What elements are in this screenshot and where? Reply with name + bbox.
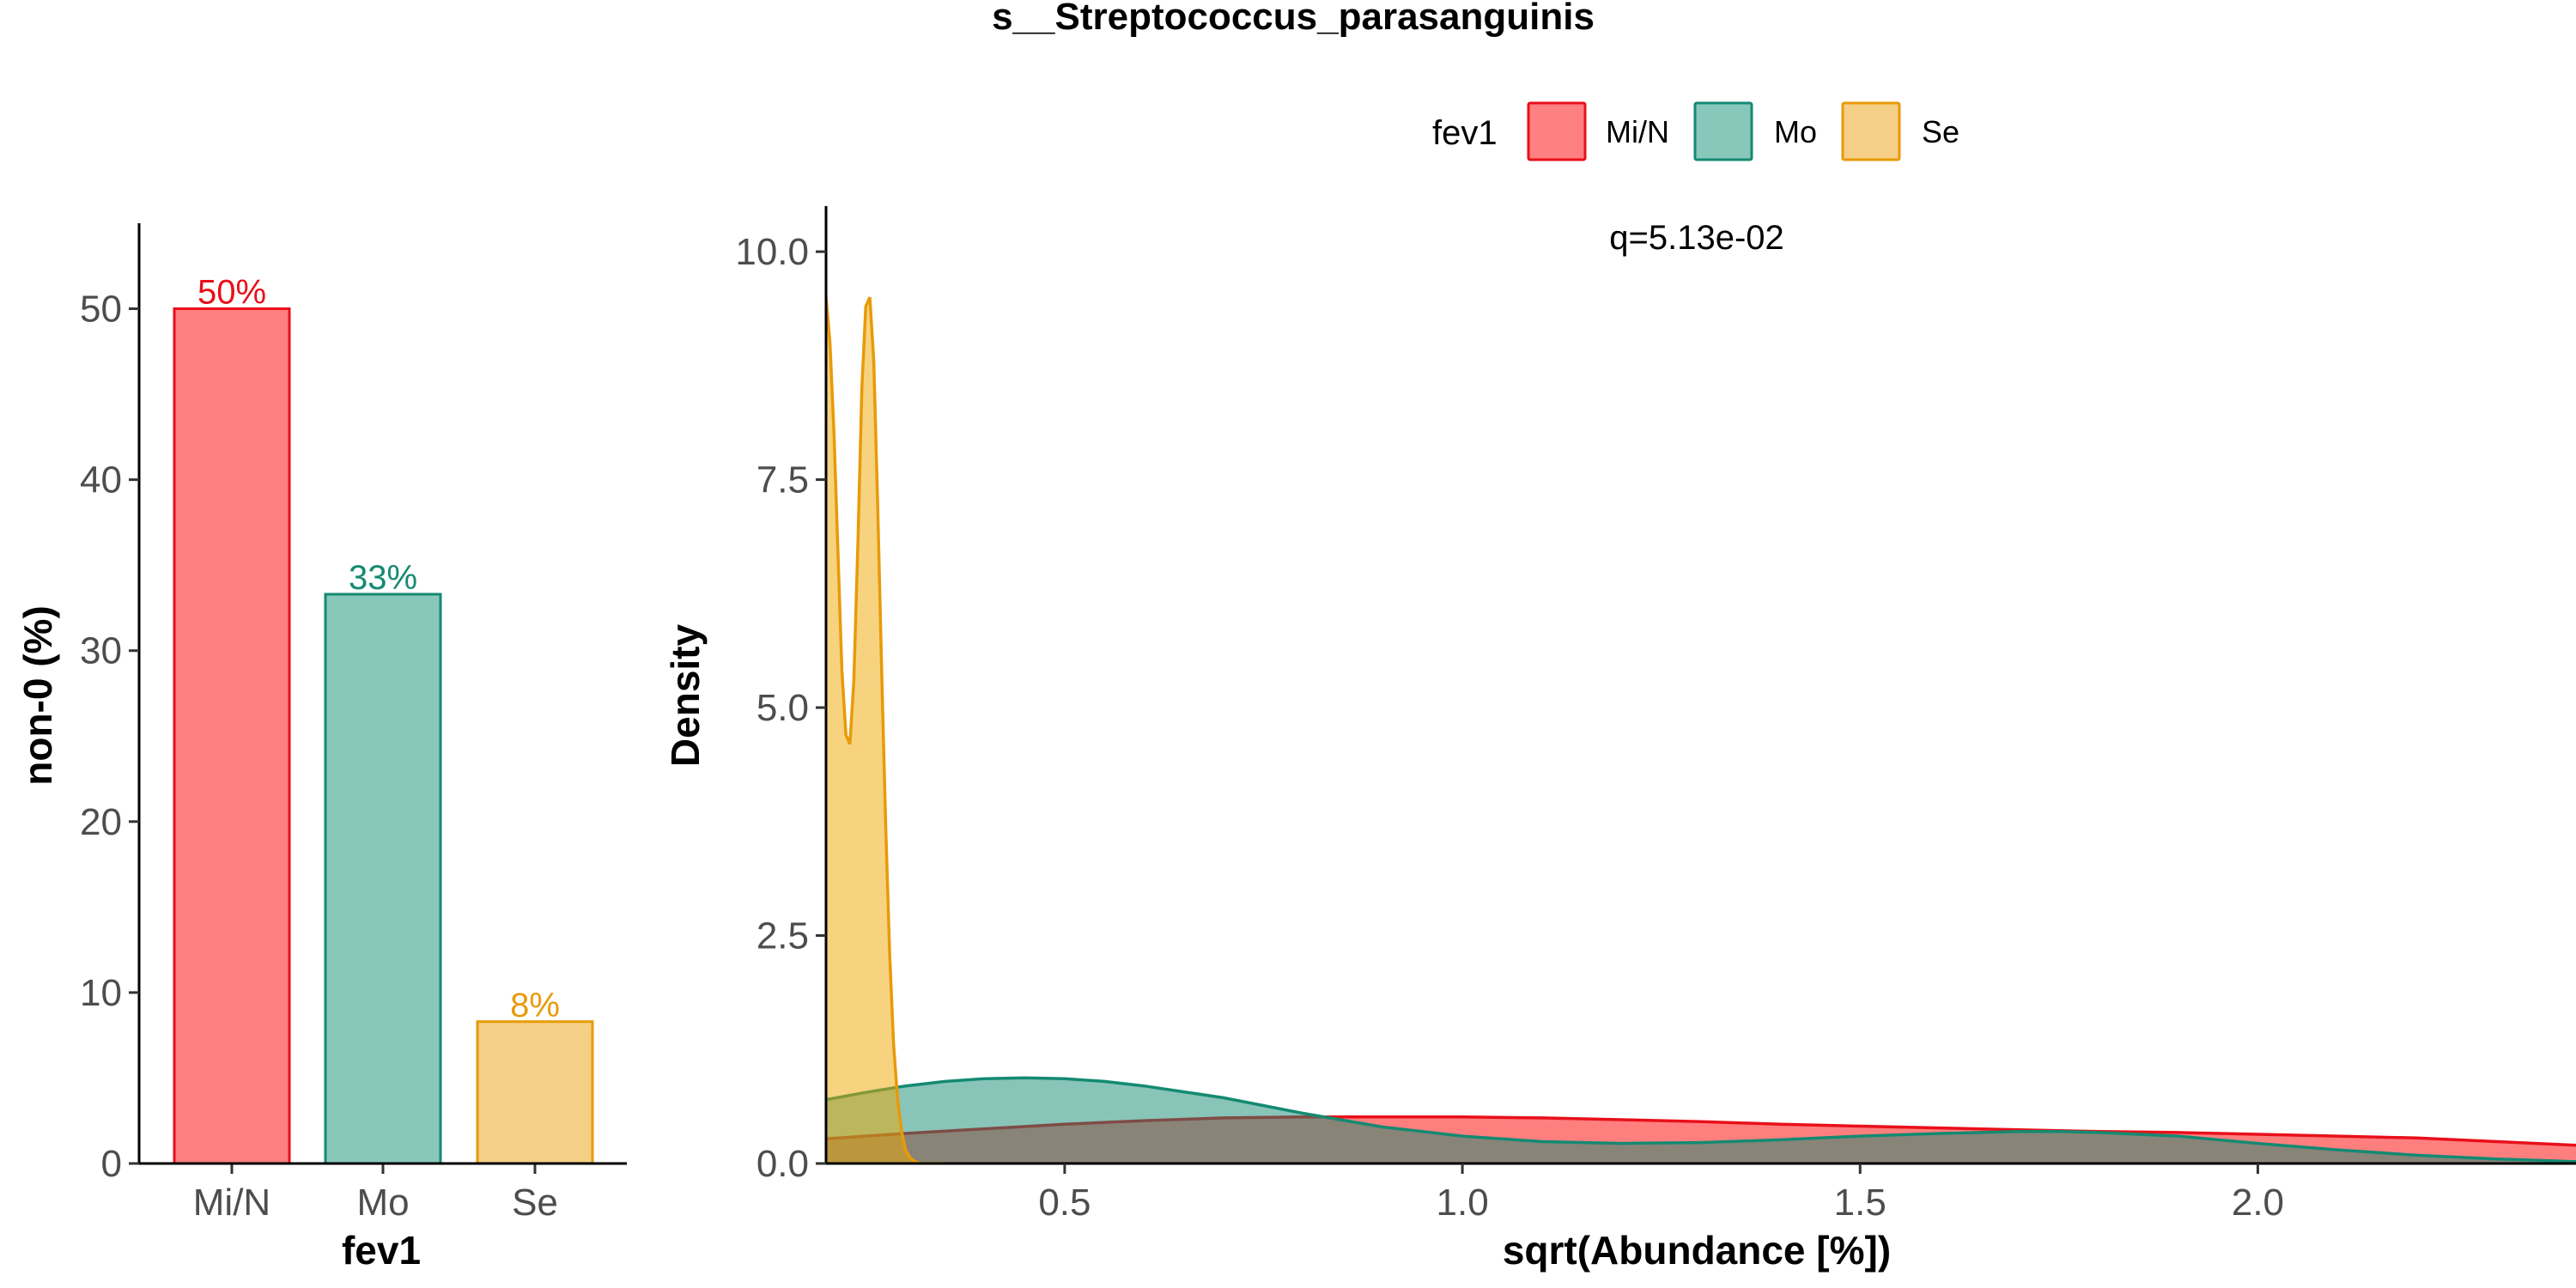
density-x-tick-label-1-5: 1.5: [1834, 1182, 1886, 1224]
legend-key-se: [1841, 101, 1901, 161]
density-y-tick-label-5-0: 5.0: [756, 687, 809, 729]
legend-title: fev1: [1432, 114, 1498, 152]
density-y-axis-title: Density: [663, 624, 708, 768]
density-x-tick-label-1-0: 1.0: [1437, 1182, 1489, 1224]
legend-entry-se: Se: [1841, 101, 1959, 161]
legend-label-mi-n: Mi/N: [1606, 114, 1669, 149]
density-line-mo: [826, 1076, 2576, 1163]
bar-y-tick-label-30: 30: [80, 630, 122, 672]
density-y-tick-label-10-0: 10.0: [735, 231, 809, 273]
bar-data-label-mi-n: 50%: [197, 274, 266, 312]
legend-key-mi-n: [1527, 101, 1587, 161]
legend-key-mo: [1693, 101, 1753, 161]
bar-data-label-mo: 33%: [349, 559, 417, 597]
density-x-axis-title: sqrt(Abundance [%]): [1503, 1228, 1891, 1273]
bar-x-tick-label-mo: Mo: [356, 1182, 409, 1224]
legend: fev1 Mi/N Mo Se: [1432, 101, 1959, 161]
bar-x-axis-title: fev1: [342, 1228, 421, 1273]
density-y-tick-label-7-5: 7.5: [756, 459, 809, 501]
page-title: s__Streptococcus_parasanguinis: [992, 0, 1595, 38]
bar-y-axis-title: non-0 (%): [15, 605, 60, 786]
legend-entry-mo: Mo: [1693, 101, 1817, 161]
density-y-tick-label-2-5: 2.5: [756, 915, 809, 957]
density-x-tick-label-0-5: 0.5: [1038, 1182, 1091, 1224]
bar-axes: Mi/N Mo Se 0 10 20 30 40 50: [80, 223, 627, 1224]
bar-chart-panel: 50% 33% 8% Mi/N Mo Se 0 10 20 30 40 50 non-0 (%) f…: [15, 223, 627, 1273]
bar-x-tick-label-se: Se: [512, 1182, 558, 1224]
bar-y-tick-label-10: 10: [80, 972, 122, 1014]
bar-x-tick-label-mi-n: Mi/N: [193, 1182, 270, 1224]
density-y-tick-label-0-0: 0.0: [756, 1143, 809, 1185]
bar-y-tick-label-20: 20: [80, 801, 122, 843]
density-marks: [826, 296, 2576, 1163]
density-line-se: [826, 296, 945, 1163]
bar-mi-n: [173, 307, 291, 1165]
density-area-mo: [826, 1078, 2576, 1163]
legend-entry-mi-n: Mi/N: [1527, 101, 1669, 161]
q-value-annotation: q=5.13e-02: [1609, 219, 1784, 257]
bar-mo: [324, 592, 442, 1165]
bar-y-tick-label-40: 40: [80, 459, 122, 501]
bar-y-tick-label-50: 50: [80, 289, 122, 331]
bar-data-label-se: 8%: [510, 987, 560, 1024]
bar-y-tick-label-0: 0: [101, 1143, 122, 1185]
density-axes: 0.0 2.5 5.0 7.5 10.0 0.5 1.0 1.5 2.0: [735, 206, 2576, 1224]
density-chart-panel: 0.02.55.07.510.00.5 1.0 1.5 2.0 q=5.13e-02 …: [663, 206, 2576, 1273]
bar-marks: 50% 33% 8%: [173, 274, 594, 1165]
density-area-se: [826, 297, 945, 1163]
bar-se: [476, 1020, 594, 1165]
legend-label-se: Se: [1922, 114, 1959, 149]
legend-label-mo: Mo: [1774, 114, 1817, 149]
density-x-tick-label-2-0: 2.0: [2232, 1182, 2284, 1224]
